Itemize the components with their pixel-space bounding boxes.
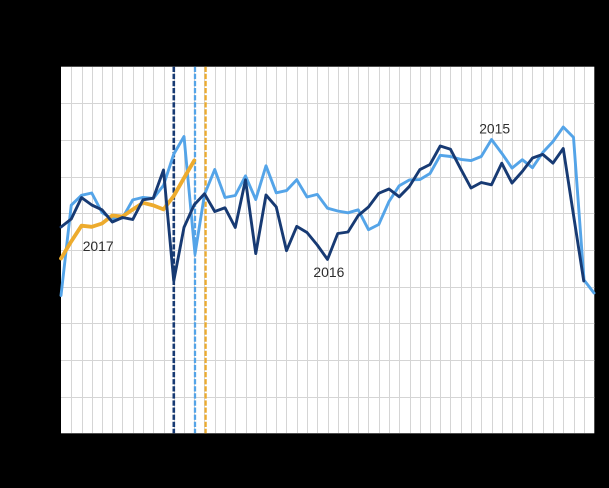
svg-text:2015: 2015 <box>479 120 510 136</box>
svg-text:2017: 2017 <box>83 238 114 254</box>
svg-text:2016: 2016 <box>313 264 344 280</box>
